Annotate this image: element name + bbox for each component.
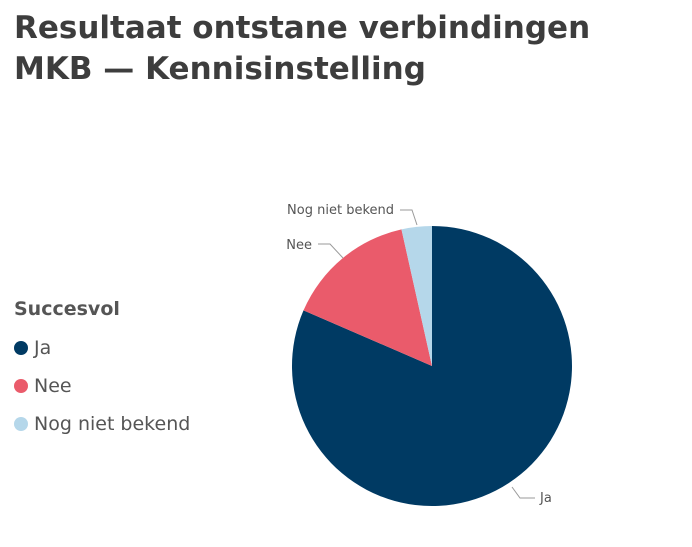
chart-title: Resultaat ontstane verbindingen MKB — Ke… — [14, 8, 590, 90]
legend-label-ja: Ja — [34, 337, 52, 359]
legend-label-nog-niet-bekend: Nog niet bekend — [34, 413, 191, 435]
pie-slice-nog-niet-bekend[interactable] — [401, 226, 432, 366]
legend-item-ja[interactable]: Ja — [14, 329, 190, 367]
legend-swatch-ja — [14, 341, 28, 355]
slice-label-nog-niet-bekend: Nog niet bekend — [287, 203, 394, 218]
legend: Succesvol Ja Nee Nog niet bekend — [14, 298, 190, 443]
slice-label-nee: Nee — [286, 238, 312, 253]
legend-title: Succesvol — [14, 298, 120, 320]
chart-title-line-2: MKB — Kennisinstelling — [14, 51, 426, 87]
slice-label-ja: Ja — [539, 491, 552, 506]
legend-item-nog-niet-bekend[interactable]: Nog niet bekend — [14, 405, 190, 443]
pie-slice-nee[interactable] — [303, 229, 432, 366]
chart-title-line-1: Resultaat ontstane verbindingen — [14, 10, 591, 46]
legend-swatch-nog-niet-bekend — [14, 417, 28, 431]
legend-label-nee: Nee — [34, 375, 72, 397]
leader-line-ja — [511, 486, 535, 499]
legend-item-nee[interactable]: Nee — [14, 367, 190, 405]
leader-line-nee — [318, 243, 344, 259]
pie-slice-ja[interactable] — [291, 226, 572, 506]
leader-line-nog-niet-bekend — [400, 209, 418, 226]
legend-swatch-nee — [14, 379, 28, 393]
